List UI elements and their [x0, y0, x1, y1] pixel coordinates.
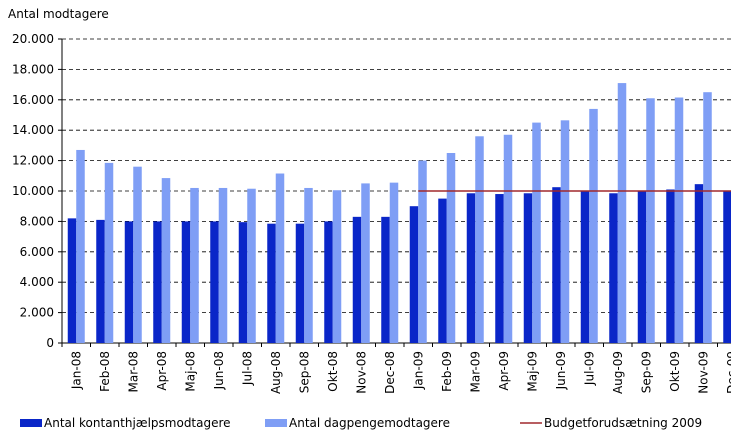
x-tick-label: Okt-08: [326, 351, 340, 392]
y-tick-label: 10.000: [12, 184, 54, 198]
y-tick-label: 18.000: [12, 62, 54, 76]
y-tick-label: 6.000: [20, 245, 54, 259]
bar: [446, 153, 456, 343]
bar: [723, 191, 731, 343]
x-tick-label: Aug-08: [269, 351, 283, 394]
bar: [133, 166, 142, 343]
x-tick-label: Aug-09: [611, 351, 625, 394]
x-tick-label: Mar-09: [468, 351, 482, 392]
bar: [153, 221, 162, 343]
x-tick-label: Jan-08: [69, 351, 83, 390]
bar: [666, 189, 675, 343]
bar: [580, 191, 590, 343]
x-tick-label: Jun-08: [212, 351, 226, 390]
x-tick-label: Jul-08: [240, 351, 254, 386]
x-tick-label: Nov-08: [354, 351, 368, 394]
bar: [503, 134, 513, 343]
bar: [495, 194, 504, 343]
bar: [475, 136, 484, 343]
x-tick-label: Jan-09: [411, 351, 425, 390]
bar: [532, 122, 541, 343]
bar: [304, 187, 313, 343]
bar: [381, 216, 390, 343]
bar: [361, 183, 370, 343]
x-tick-label: Apr-09: [497, 351, 511, 391]
y-tick-label: 4.000: [20, 275, 54, 289]
bar: [523, 193, 533, 343]
x-tick-label: Sep-08: [297, 351, 311, 393]
bar: [295, 223, 305, 343]
bar: [218, 187, 228, 343]
legend-label: Budgetforudsætning 2009: [544, 416, 702, 430]
bar: [76, 149, 85, 343]
y-tick-label: 0: [46, 336, 54, 350]
y-axis-title: Antal modtagere: [8, 7, 109, 21]
bar: [96, 219, 105, 343]
bar: [275, 173, 285, 343]
bar: [332, 190, 342, 343]
x-tick-label: Apr-08: [155, 351, 169, 391]
bar: [324, 221, 333, 343]
bar: [409, 206, 419, 343]
x-tick-label: Maj-08: [183, 351, 197, 392]
bar: [617, 83, 627, 343]
x-tick-label: Jul-09: [582, 351, 596, 386]
bar: [694, 184, 704, 343]
legend-swatch: [20, 419, 42, 427]
bar: [637, 191, 647, 343]
bar: [238, 222, 248, 343]
bar: [352, 216, 362, 343]
bar: [104, 162, 114, 343]
x-tick-label: Dec-09: [725, 351, 731, 394]
legend-label: Antal kontanthjælpsmodtagere: [44, 416, 231, 430]
bar: [438, 198, 447, 343]
x-tick-label: Nov-09: [696, 351, 710, 394]
y-tick-label: 12.000: [12, 154, 54, 168]
bar: [124, 221, 134, 343]
bar: [161, 178, 171, 343]
x-tick-label: Feb-09: [440, 351, 454, 392]
y-tick-label: 2.000: [20, 306, 54, 320]
bar: [267, 223, 276, 343]
bar: [589, 108, 598, 343]
bar: [609, 193, 618, 343]
x-tick-label: Dec-08: [383, 351, 397, 394]
x-tick-label: Feb-08: [98, 351, 112, 392]
y-tick-label: 14.000: [12, 123, 54, 137]
bar: [190, 187, 199, 343]
bar: [67, 218, 77, 343]
bar: [552, 187, 561, 343]
x-tick-label: Sep-09: [639, 351, 653, 393]
bar: [181, 221, 191, 343]
x-tick-label: Jun-09: [554, 351, 568, 390]
x-tick-label: Okt-09: [668, 351, 682, 392]
bar: [560, 120, 570, 343]
x-tick-label: Mar-08: [126, 351, 140, 392]
legend-swatch: [265, 419, 287, 427]
bar: [210, 221, 219, 343]
x-tick-label: Maj-09: [525, 351, 539, 392]
bar: [646, 98, 655, 343]
bar: [418, 160, 427, 343]
bar: [466, 193, 476, 343]
y-tick-label: 16.000: [12, 93, 54, 107]
legend-label: Antal dagpengemodtagere: [289, 416, 450, 430]
bar: [389, 182, 399, 343]
y-tick-label: 20.000: [12, 32, 54, 46]
bar: [674, 97, 684, 344]
bar: [703, 92, 712, 343]
y-tick-label: 8.000: [20, 214, 54, 228]
bar: [247, 188, 256, 343]
